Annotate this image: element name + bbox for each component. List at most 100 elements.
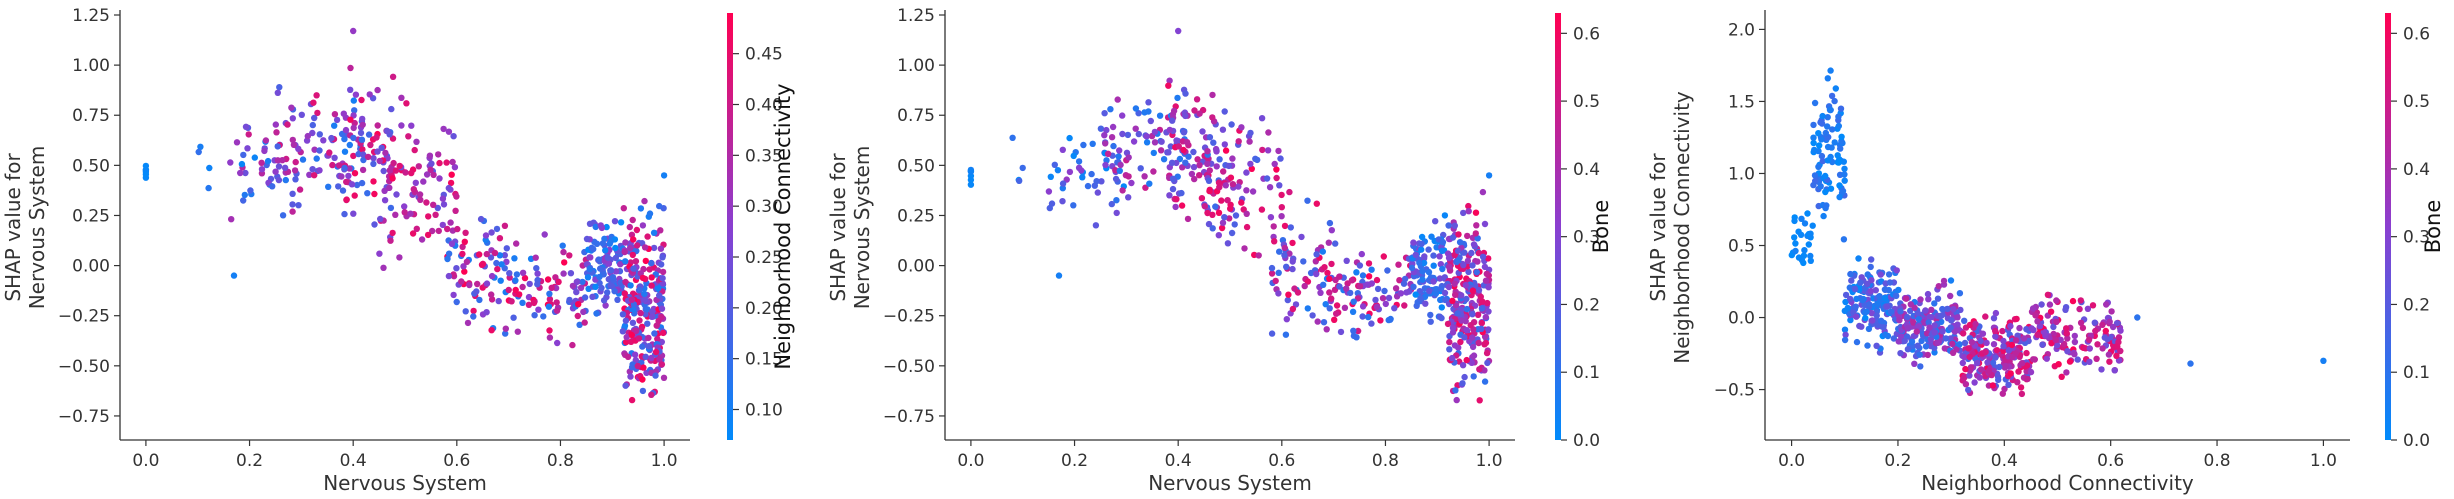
data-point xyxy=(644,320,651,327)
data-point xyxy=(1461,334,1468,341)
data-point xyxy=(1419,268,1426,275)
data-point xyxy=(338,173,345,180)
outlier-point xyxy=(2134,314,2141,321)
data-point xyxy=(264,157,272,165)
data-point xyxy=(1124,131,1132,139)
data-point xyxy=(1867,287,1875,295)
data-point xyxy=(1438,304,1446,311)
data-point xyxy=(409,230,417,237)
data-point xyxy=(1221,108,1228,115)
data-point xyxy=(1841,336,1849,344)
data-point xyxy=(426,152,434,159)
colorbar-tick-label: 0.5 xyxy=(1573,92,1600,112)
data-point xyxy=(1112,175,1120,183)
data-point xyxy=(602,247,609,254)
data-point xyxy=(2030,356,2037,363)
data-point xyxy=(1157,147,1165,154)
data-point xyxy=(1165,82,1172,89)
data-point xyxy=(1956,290,1964,297)
data-point xyxy=(412,179,419,186)
data-point xyxy=(623,333,630,341)
data-point xyxy=(1867,263,1874,271)
data-point xyxy=(621,248,628,256)
data-point xyxy=(1143,133,1150,140)
data-point xyxy=(505,286,512,294)
data-point xyxy=(1191,107,1198,114)
data-point xyxy=(554,339,561,347)
data-point xyxy=(637,205,645,212)
data-point xyxy=(1989,359,1997,366)
data-point xyxy=(1377,317,1384,324)
data-point xyxy=(1451,280,1458,287)
data-point xyxy=(632,356,639,364)
data-point xyxy=(411,146,418,154)
data-point xyxy=(389,175,396,182)
data-point xyxy=(526,280,533,288)
data-point xyxy=(1300,258,1307,265)
data-point xyxy=(503,245,510,252)
data-point xyxy=(535,306,542,313)
data-point xyxy=(2005,347,2013,354)
data-point xyxy=(1016,177,1023,184)
data-point xyxy=(628,296,636,303)
data-point xyxy=(1822,188,1829,196)
data-point xyxy=(2053,318,2060,325)
data-point xyxy=(1482,277,1490,284)
data-point xyxy=(1009,134,1016,141)
data-point xyxy=(641,296,649,303)
data-point xyxy=(1097,125,1105,132)
data-point xyxy=(1974,359,1981,367)
data-point xyxy=(1204,160,1211,168)
data-point xyxy=(1797,231,1805,238)
x-axis-label: Nervous System xyxy=(323,471,487,495)
data-point xyxy=(1868,256,1875,263)
data-point xyxy=(1804,210,1811,217)
data-point xyxy=(374,148,381,155)
data-point xyxy=(1961,339,1969,347)
data-point xyxy=(1101,132,1108,139)
data-point xyxy=(1469,262,1476,269)
colorbar-tick-label: 0.1 xyxy=(2403,363,2430,383)
data-point xyxy=(1078,167,1085,174)
data-point xyxy=(629,361,636,368)
data-point xyxy=(1348,277,1356,284)
data-point xyxy=(639,343,646,350)
data-point xyxy=(289,201,296,208)
data-point xyxy=(299,156,307,163)
data-point xyxy=(439,221,446,229)
data-point xyxy=(534,281,541,288)
data-point xyxy=(1947,292,1954,300)
data-point xyxy=(603,223,610,231)
data-point xyxy=(1418,233,1426,241)
data-point xyxy=(1392,285,1400,292)
data-point xyxy=(1931,329,1938,336)
data-point xyxy=(440,125,447,133)
data-point xyxy=(1319,248,1327,255)
data-point xyxy=(1102,140,1109,147)
data-point xyxy=(1271,238,1278,245)
data-point xyxy=(351,119,358,127)
data-point xyxy=(596,279,603,287)
data-point xyxy=(1219,126,1227,133)
data-point xyxy=(1842,331,1849,338)
data-point xyxy=(1947,335,1954,342)
data-point xyxy=(459,243,466,250)
data-point xyxy=(2063,325,2070,332)
data-point xyxy=(652,372,659,379)
data-point xyxy=(1326,305,1333,312)
data-point xyxy=(2039,341,2046,348)
data-point xyxy=(454,225,461,233)
data-point xyxy=(1421,253,1428,260)
data-point xyxy=(1828,92,1836,100)
data-point xyxy=(1130,138,1138,145)
data-point xyxy=(1807,257,1815,264)
data-point xyxy=(630,236,637,243)
data-point xyxy=(1145,108,1152,115)
data-point xyxy=(371,221,378,228)
data-point xyxy=(1094,189,1102,196)
data-point xyxy=(2064,348,2071,355)
data-point xyxy=(1196,172,1203,179)
data-point xyxy=(2053,297,2060,304)
data-point xyxy=(482,232,490,239)
data-point xyxy=(503,258,510,265)
